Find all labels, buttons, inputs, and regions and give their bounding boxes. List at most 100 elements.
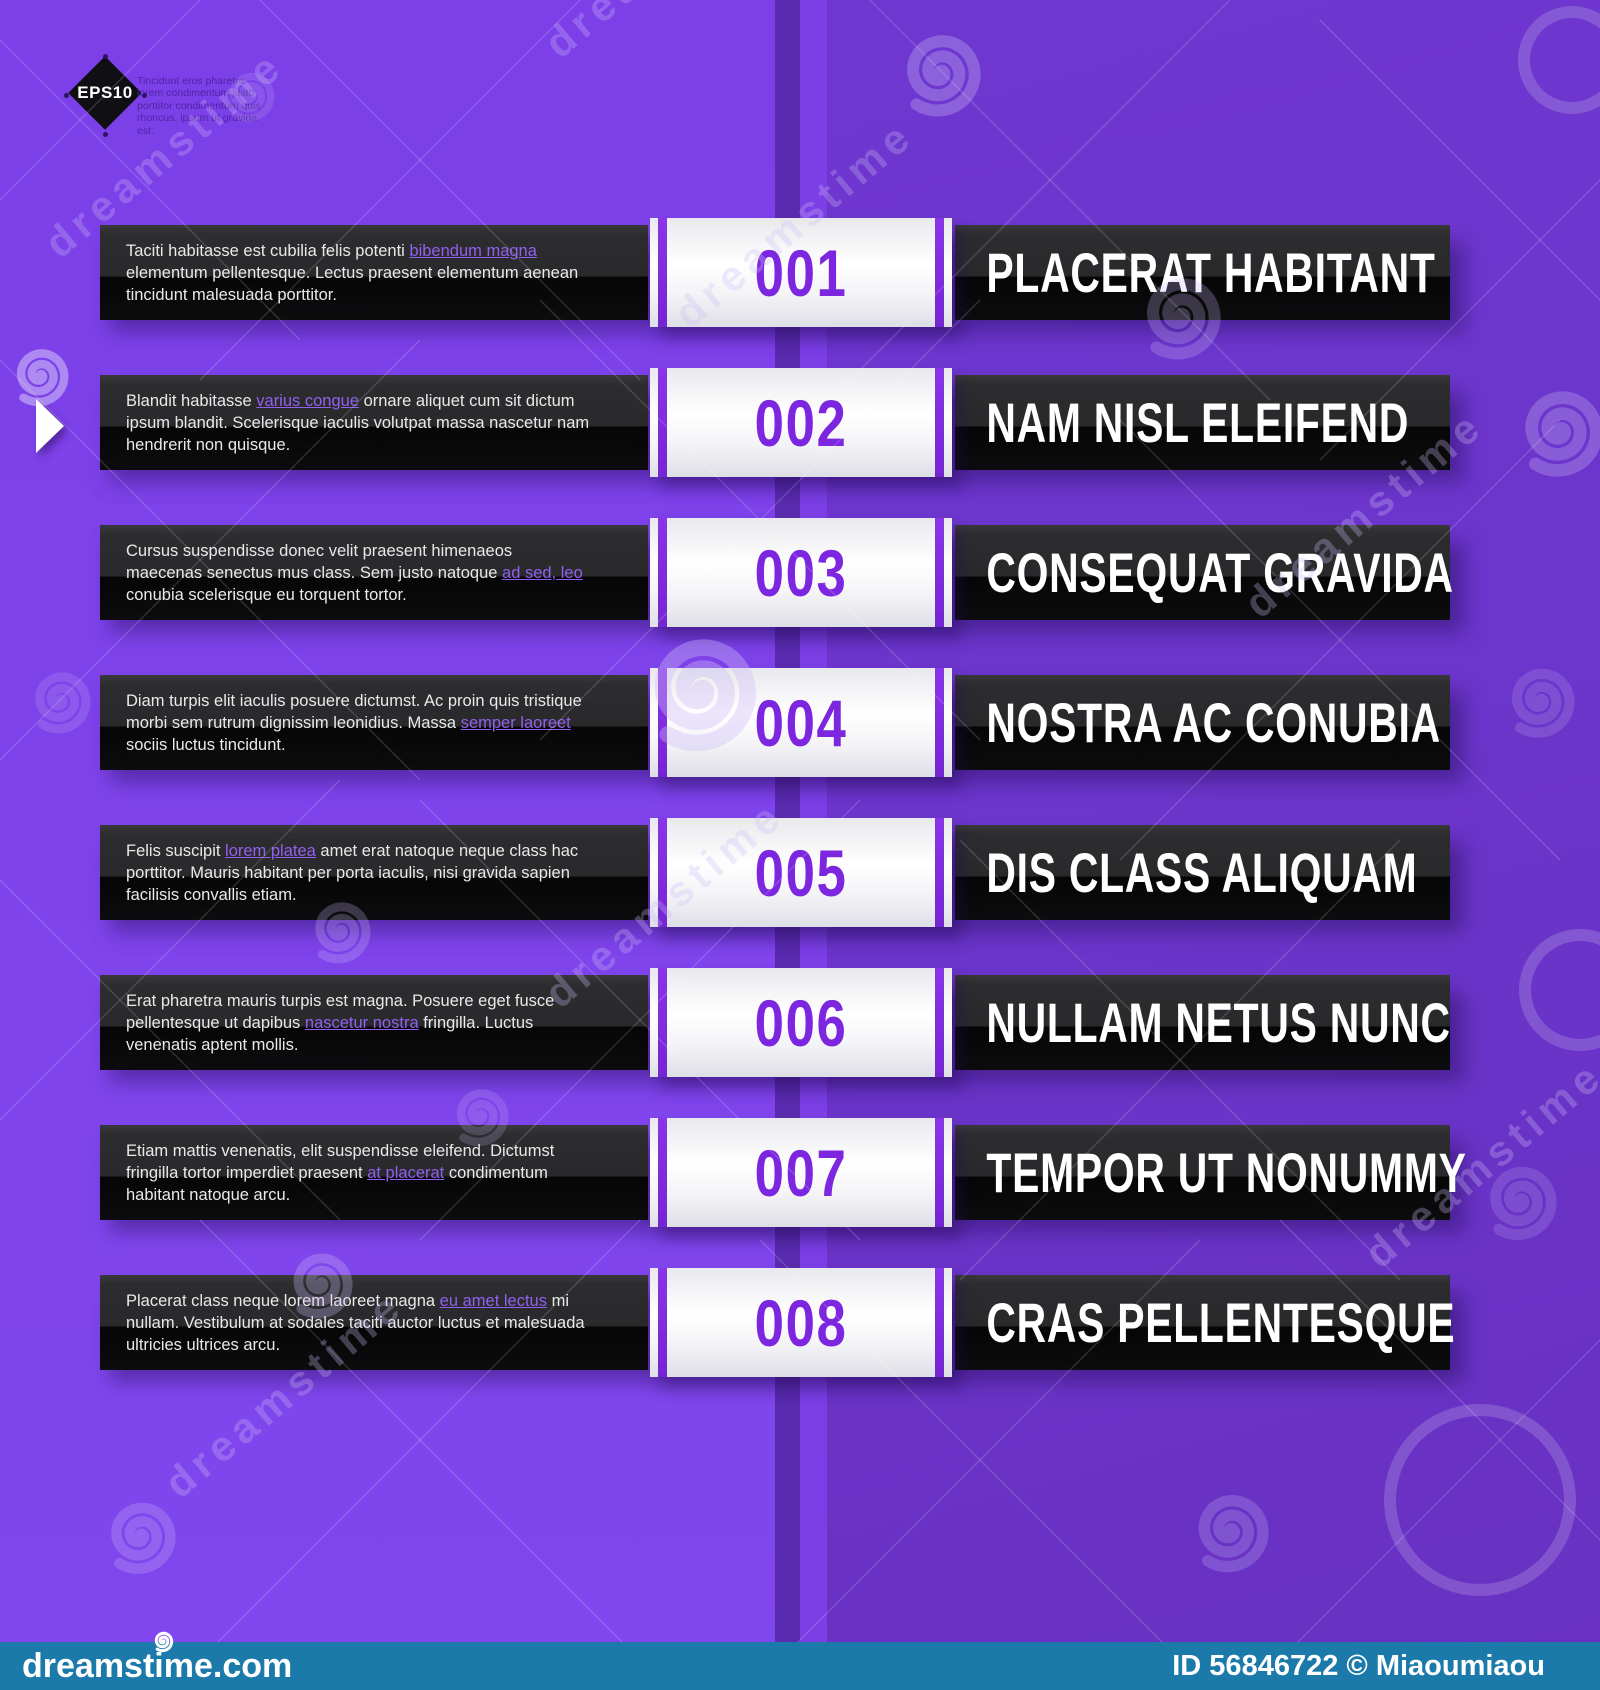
watermark-bar: dreamstime.com ID 56846722 © Miaoumiaou bbox=[0, 1642, 1600, 1690]
play-arrow-icon[interactable] bbox=[36, 399, 64, 453]
accent-stripe-right bbox=[935, 1118, 944, 1227]
description-before: Placerat class neque lorem laoreet magna bbox=[126, 1291, 440, 1310]
title-text: DIS CLASS ALIQUAM bbox=[986, 841, 1418, 904]
inline-link[interactable]: ad sed, leo bbox=[502, 563, 583, 582]
image-credit-text: ID 56846722 © Miaoumiaou bbox=[1172, 1649, 1545, 1682]
dreamstime-logo-spiral-icon bbox=[154, 1631, 174, 1653]
description-before: Erat pharetra mauris turpis est magna. P… bbox=[126, 991, 555, 1032]
description-before: Etiam mattis venenatis, elit suspendisse… bbox=[126, 1141, 555, 1182]
inline-link[interactable]: semper laoreet bbox=[460, 713, 571, 732]
accent-stripe-right bbox=[935, 518, 944, 627]
number-box: 005 bbox=[650, 818, 952, 927]
description-panel: Taciti habitasse est cubilia felis poten… bbox=[100, 225, 648, 320]
number-box: 002 bbox=[650, 368, 952, 477]
accent-stripe-left bbox=[658, 368, 667, 477]
number-label: 008 bbox=[754, 1285, 848, 1360]
description-after: condimentum habitant natoque arcu. bbox=[126, 1163, 548, 1204]
badge-dot bbox=[103, 132, 108, 137]
list-item: Diam turpis elit iaculis posuere dictums… bbox=[100, 668, 1450, 777]
accent-stripe-right bbox=[935, 818, 944, 927]
title-panel: NOSTRA AC CONUBIA bbox=[955, 675, 1450, 770]
description-panel: Diam turpis elit iaculis posuere dictums… bbox=[100, 675, 648, 770]
inline-link[interactable]: varius congue bbox=[256, 391, 359, 410]
list-item: Cursus suspendisse donec velit praesent … bbox=[100, 518, 1453, 627]
description-panel: Blandit habitasse varius congue ornare a… bbox=[100, 375, 648, 470]
accent-stripe-left bbox=[658, 518, 667, 627]
inline-link[interactable]: nascetur nostra bbox=[304, 1013, 419, 1032]
description-text: Felis suscipit lorem platea amet erat na… bbox=[100, 840, 648, 906]
description-before: Diam turpis elit iaculis posuere dictums… bbox=[126, 691, 582, 732]
accent-stripe-left bbox=[658, 968, 667, 1077]
accent-stripe-right bbox=[935, 668, 944, 777]
badge-dot bbox=[64, 93, 69, 98]
description-text: Blandit habitasse varius congue ornare a… bbox=[100, 390, 648, 456]
title-text: NAM NISL ELEIFEND bbox=[986, 391, 1410, 454]
list-item: Placerat class neque lorem laoreet magna… bbox=[100, 1268, 1455, 1377]
inline-link[interactable]: bibendum magna bbox=[409, 241, 537, 260]
title-text: NOSTRA AC CONUBIA bbox=[986, 691, 1441, 754]
number-label: 006 bbox=[754, 985, 848, 1060]
list-item: Felis suscipit lorem platea amet erat na… bbox=[100, 818, 1450, 927]
title-panel: CRAS PELLENTESQUE bbox=[955, 1275, 1455, 1370]
accent-stripe-left bbox=[658, 818, 667, 927]
accent-stripe-left bbox=[658, 668, 667, 777]
number-label: 001 bbox=[754, 235, 848, 310]
title-panel: NAM NISL ELEIFEND bbox=[955, 375, 1450, 470]
number-box: 003 bbox=[650, 518, 952, 627]
list-item: Taciti habitasse est cubilia felis poten… bbox=[100, 218, 1450, 327]
accent-stripe-right bbox=[935, 1268, 944, 1377]
eps-badge-label: EPS10 bbox=[77, 83, 133, 102]
list-item: Erat pharetra mauris turpis est magna. P… bbox=[100, 968, 1450, 1077]
description-before: Felis suscipit bbox=[126, 841, 226, 860]
number-label: 005 bbox=[754, 835, 848, 910]
description-after: fringilla. Luctus venenatis aptent molli… bbox=[126, 1013, 534, 1054]
accent-stripe-left bbox=[658, 218, 667, 327]
title-panel: NULLAM NETUS NUNC bbox=[955, 975, 1450, 1070]
description-panel: Cursus suspendisse donec velit praesent … bbox=[100, 525, 648, 620]
description-after: amet erat natoque neque class hac portti… bbox=[126, 841, 579, 904]
accent-stripe-left bbox=[658, 1118, 667, 1227]
description-text: Cursus suspendisse donec velit praesent … bbox=[100, 540, 648, 606]
title-panel: CONSEQUAT GRAVIDA bbox=[955, 525, 1453, 620]
accent-stripe-right bbox=[935, 218, 944, 327]
description-panel: Felis suscipit lorem platea amet erat na… bbox=[100, 825, 648, 920]
description-text: Etiam mattis venenatis, elit suspendisse… bbox=[100, 1140, 648, 1206]
description-text: Taciti habitasse est cubilia felis poten… bbox=[100, 240, 648, 306]
description-before: Cursus suspendisse donec velit praesent … bbox=[126, 541, 513, 582]
description-after: ornare aliquet cum sit dictum ipsum blan… bbox=[126, 391, 590, 454]
description-before: Taciti habitasse est cubilia felis poten… bbox=[126, 241, 410, 260]
inline-link[interactable]: lorem platea bbox=[225, 841, 316, 860]
description-after: mi nullam. Vestibulum at sodales taciti … bbox=[126, 1291, 585, 1354]
number-label: 002 bbox=[754, 385, 848, 460]
title-panel: TEMPOR UT NONUMMY bbox=[955, 1125, 1466, 1220]
number-label: 007 bbox=[754, 1135, 848, 1210]
list-item: Etiam mattis venenatis, elit suspendisse… bbox=[100, 1118, 1466, 1227]
title-text: CRAS PELLENTESQUE bbox=[986, 1291, 1456, 1354]
number-box: 008 bbox=[650, 1268, 952, 1377]
title-panel: PLACERAT HABITANT bbox=[955, 225, 1450, 320]
description-text: Placerat class neque lorem laoreet magna… bbox=[100, 1290, 648, 1356]
number-box: 001 bbox=[650, 218, 952, 327]
description-panel: Placerat class neque lorem laoreet magna… bbox=[100, 1275, 648, 1370]
badge-dot bbox=[103, 54, 108, 59]
inline-link[interactable]: at placerat bbox=[367, 1163, 445, 1182]
title-text: CONSEQUAT GRAVIDA bbox=[986, 541, 1454, 604]
accent-stripe-left bbox=[658, 1268, 667, 1377]
description-after: elementum pellentesque. Lectus praesent … bbox=[126, 263, 579, 304]
description-text: Diam turpis elit iaculis posuere dictums… bbox=[100, 690, 648, 756]
number-box: 004 bbox=[650, 668, 952, 777]
title-text: PLACERAT HABITANT bbox=[986, 241, 1436, 304]
badge-dot bbox=[142, 93, 147, 98]
title-text: NULLAM NETUS NUNC bbox=[986, 991, 1451, 1054]
inline-link[interactable]: eu amet lectus bbox=[439, 1291, 547, 1310]
description-after: sociis luctus tincidunt. bbox=[126, 735, 286, 754]
description-after: conubia scelerisque eu torquent tortor. bbox=[126, 585, 407, 604]
dreamstime-spiral-watermark bbox=[154, 1631, 174, 1653]
number-label: 004 bbox=[754, 685, 848, 760]
number-label: 003 bbox=[754, 535, 848, 610]
title-text: TEMPOR UT NONUMMY bbox=[986, 1141, 1467, 1204]
intro-note-text: Tincidunt eros pharetra lorem condimentu… bbox=[137, 74, 261, 137]
description-panel: Etiam mattis venenatis, elit suspendisse… bbox=[100, 1125, 648, 1220]
